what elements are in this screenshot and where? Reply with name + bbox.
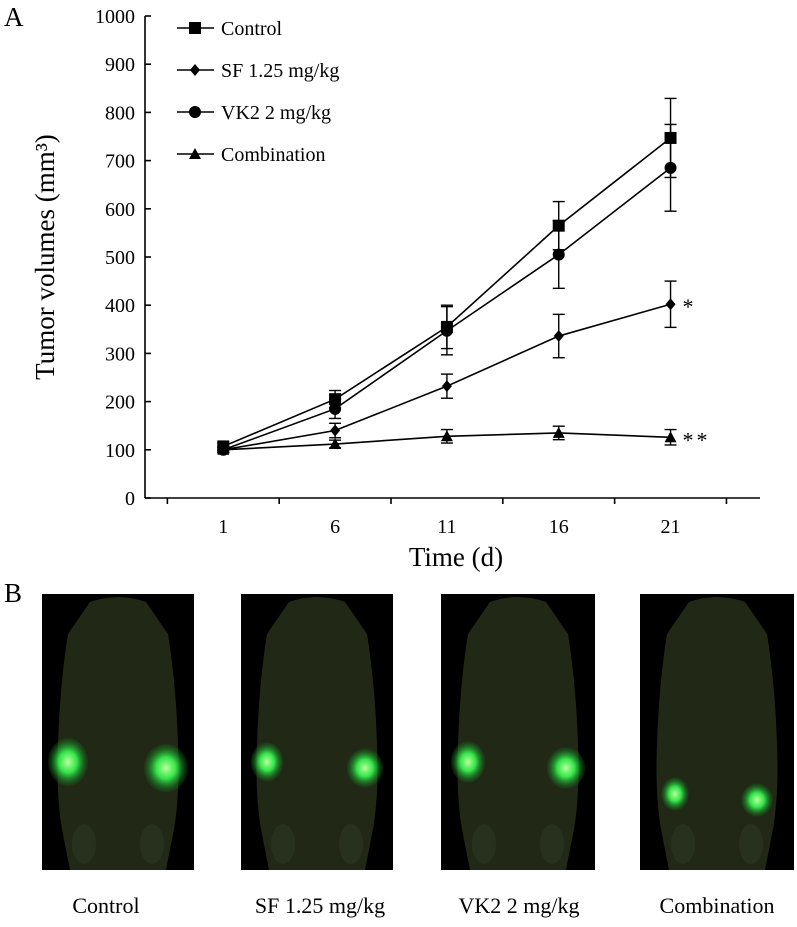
mouse-image-combination [640,594,794,870]
legend-entry: SF 1.25 mg/kg [177,60,339,82]
data-point [664,161,677,174]
significance-marker: * [683,294,697,319]
mouse-leg [140,824,164,864]
data-point [664,431,677,443]
panel-a-label: A [4,2,24,32]
tumor-right [546,747,586,789]
tumor-left [661,777,689,811]
y-tick-label: 1000 [95,6,135,28]
data-point [329,402,342,415]
legend-entry: Control [177,18,283,40]
mouse-leg [339,824,363,864]
tumor-left [48,738,88,786]
mouse-image-control [42,594,194,870]
mouse-body [57,597,179,870]
legend-marker [190,64,200,76]
mouse-fluorescence-image [250,597,384,870]
mouse-leg [72,824,96,864]
x-tick-label: 1 [218,516,228,538]
mouse-leg [271,824,295,864]
y-tick-label: 800 [105,102,135,124]
data-point [440,324,453,337]
mouse-fluorescence-image [450,597,586,870]
data-point [330,424,341,437]
data-point [552,248,565,261]
y-tick-label: 0 [125,488,135,510]
legend-label: Combination [221,144,325,166]
series-sf-1-25-mg-kg: * [217,280,697,456]
tumor-left [450,741,486,783]
tumor-right [346,748,384,788]
legend-label: VK2 2 mg/kg [221,102,331,124]
mouse-fluorescence-image [656,597,778,870]
x-tick-label: 11 [437,516,456,538]
data-point [552,426,565,438]
x-tick-label: 21 [661,516,681,538]
series-line [222,137,672,448]
data-point [665,298,676,311]
y-axis-title: Tumor volumes (mm³) [30,134,60,380]
legend-marker [189,148,201,159]
data-point [440,430,453,442]
legend-entry: Combination [177,144,325,166]
data-point [553,330,564,343]
mouse-leg [671,824,695,864]
y-tick-label: 400 [105,295,135,317]
y-tick-label: 600 [105,199,135,221]
y-tick-label: 700 [105,151,135,173]
y-tick-label: 200 [105,392,135,414]
significance-marker: ** [683,427,711,452]
mouse-body [656,597,778,870]
mouse-body [457,597,579,870]
y-tick-label: 900 [105,54,135,76]
mouse-leg [472,824,496,864]
legend-label: SF 1.25 mg/kg [221,60,339,82]
mouse-image-vk2 [441,594,595,870]
y-tick-label: 300 [105,343,135,365]
tumor-left [250,742,284,782]
chart-legend: Control SF 1.25 mg/kg VK2 2 mg/kg Combinati… [177,18,339,166]
caption-combination: Combination [659,893,775,918]
series-combination: ** [217,425,711,455]
caption-sf: SF 1.25 mg/kg [254,893,386,918]
chart-series: *** [217,97,711,456]
x-axis-title: Time (d) [409,542,503,572]
data-point [217,443,230,455]
mouse-image-sf [241,594,393,870]
data-point [441,380,452,393]
tumor-right [144,744,188,792]
mouse-body [256,597,378,870]
y-tick-label: 100 [105,440,135,462]
mouse-leg [540,824,564,864]
y-tick-label: 500 [105,247,135,269]
legend-entry: VK2 2 mg/kg [177,102,331,124]
legend-label: Control [221,18,283,40]
caption-control: Control [72,893,140,918]
x-tick-label: 6 [330,516,340,538]
caption-vk2: VK2 2 mg/kg [458,893,580,918]
series-vk2-2-mg-kg [217,123,677,456]
legend-marker [189,22,201,34]
tumor-right [741,783,773,817]
panel-b-label: B [4,578,23,608]
mouse-fluorescence-image [48,597,188,870]
x-tick-label: 16 [549,516,569,538]
mouse-leg [739,824,763,864]
legend-marker [189,106,201,118]
data-point [329,438,342,450]
